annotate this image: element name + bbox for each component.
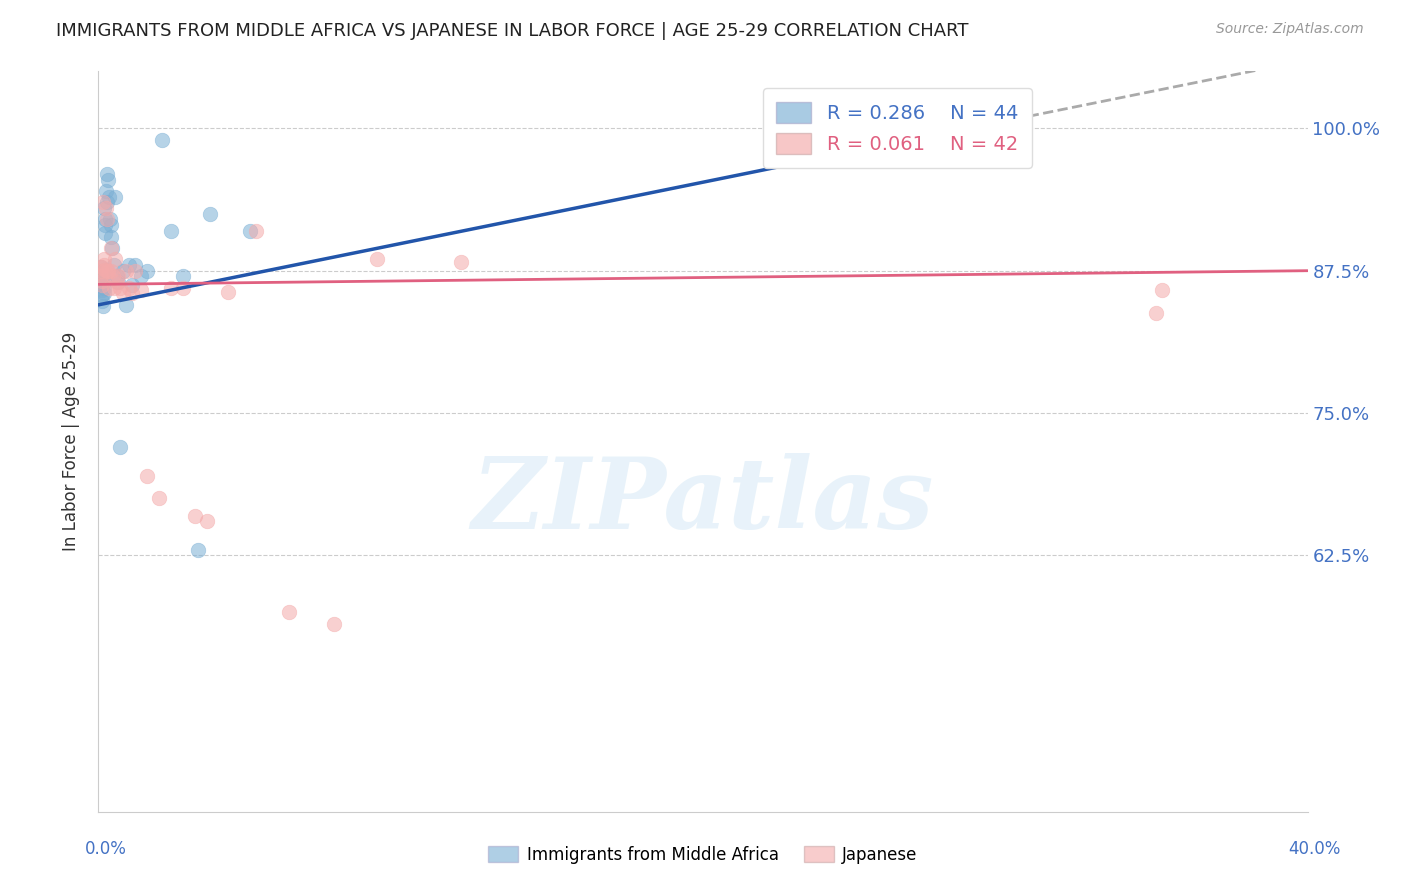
Point — [187, 542, 209, 557]
Point — [100, 241, 122, 255]
Point — [118, 258, 141, 272]
Point — [90, 260, 112, 275]
Text: 0.0%: 0.0% — [84, 840, 127, 858]
Point — [150, 133, 173, 147]
Point — [103, 258, 125, 272]
Point — [172, 281, 194, 295]
Point — [101, 269, 124, 284]
Point — [124, 263, 146, 277]
Point — [91, 299, 114, 313]
Point — [91, 195, 114, 210]
Text: IMMIGRANTS FROM MIDDLE AFRICA VS JAPANESE IN LABOR FORCE | AGE 25-29 CORRELATION: IMMIGRANTS FROM MIDDLE AFRICA VS JAPANES… — [56, 22, 969, 40]
Point — [323, 616, 346, 631]
Point — [91, 294, 114, 309]
Point — [91, 278, 114, 293]
Point — [277, 606, 299, 620]
Point — [90, 271, 112, 285]
Point — [124, 258, 146, 272]
Point — [200, 207, 222, 221]
Point — [100, 263, 122, 277]
Point — [93, 281, 115, 295]
Point — [97, 172, 120, 186]
Text: 40.0%: 40.0% — [1288, 840, 1341, 858]
Point — [94, 212, 117, 227]
Point — [101, 241, 124, 255]
Point — [104, 252, 127, 267]
Point — [107, 269, 129, 284]
Point — [96, 212, 118, 227]
Point — [111, 286, 134, 301]
Point — [96, 263, 118, 277]
Point — [121, 278, 143, 293]
Point — [93, 252, 115, 267]
Point — [94, 184, 117, 198]
Point — [96, 195, 118, 210]
Point — [90, 263, 112, 277]
Point — [118, 281, 141, 295]
Point — [96, 167, 118, 181]
Text: ZIPatlas: ZIPatlas — [472, 452, 934, 549]
Point — [98, 281, 121, 295]
Point — [91, 263, 114, 277]
Point — [104, 189, 127, 203]
Point — [93, 201, 115, 215]
Point — [108, 440, 131, 454]
Point — [1152, 283, 1174, 297]
Point — [245, 224, 267, 238]
Point — [105, 275, 128, 289]
Legend: R = 0.286    N = 44, R = 0.061    N = 42: R = 0.286 N = 44, R = 0.061 N = 42 — [762, 88, 1032, 168]
Point — [97, 263, 120, 277]
Point — [217, 285, 239, 300]
Point — [90, 274, 112, 288]
Point — [129, 283, 152, 297]
Point — [90, 269, 112, 284]
Point — [90, 267, 112, 281]
Point — [1144, 306, 1167, 320]
Point — [93, 258, 115, 272]
Point — [135, 263, 157, 277]
Point — [195, 514, 218, 528]
Point — [160, 281, 183, 295]
Point — [100, 229, 122, 244]
Point — [93, 275, 115, 289]
Point — [111, 263, 134, 277]
Point — [98, 212, 121, 227]
Point — [114, 263, 136, 277]
Point — [90, 283, 112, 297]
Point — [90, 278, 112, 293]
Point — [93, 286, 115, 301]
Point — [94, 218, 117, 232]
Point — [239, 224, 262, 238]
Point — [91, 269, 114, 284]
Point — [98, 189, 121, 203]
Point — [105, 269, 128, 284]
Point — [114, 298, 136, 312]
Legend: Immigrants from Middle Africa, Japanese: Immigrants from Middle Africa, Japanese — [482, 839, 924, 871]
Point — [103, 281, 125, 295]
Point — [107, 275, 129, 289]
Point — [90, 260, 112, 275]
Point — [94, 226, 117, 240]
Point — [450, 254, 472, 268]
Point — [108, 281, 131, 295]
Point — [184, 508, 207, 523]
Point — [91, 287, 114, 301]
Point — [172, 269, 194, 284]
Y-axis label: In Labor Force | Age 25-29: In Labor Force | Age 25-29 — [62, 332, 80, 551]
Point — [100, 218, 122, 232]
Point — [148, 491, 170, 506]
Point — [94, 201, 117, 215]
Point — [121, 286, 143, 301]
Point — [366, 252, 388, 267]
Point — [135, 468, 157, 483]
Point — [160, 224, 183, 238]
Text: Source: ZipAtlas.com: Source: ZipAtlas.com — [1216, 22, 1364, 37]
Point — [94, 262, 117, 277]
Point — [129, 269, 152, 284]
